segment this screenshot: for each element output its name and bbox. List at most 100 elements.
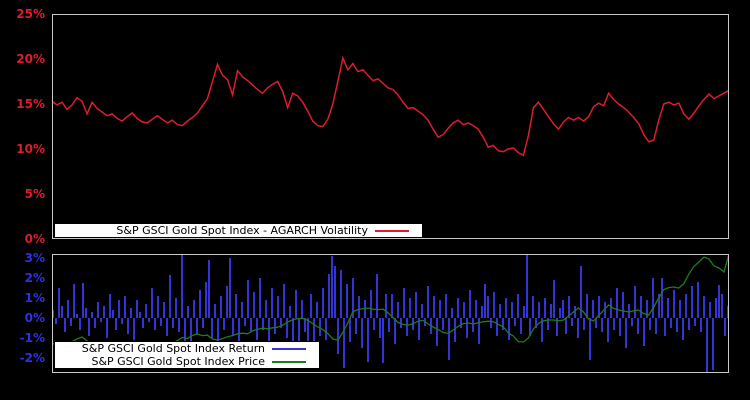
y-tick-label: 0% bbox=[24, 311, 45, 325]
return-bar bbox=[67, 300, 69, 318]
return-bar bbox=[316, 302, 318, 318]
return-bar bbox=[376, 274, 378, 318]
return-bar bbox=[409, 298, 411, 318]
return-bar bbox=[436, 318, 438, 346]
return-bar bbox=[142, 318, 144, 328]
return-bar bbox=[190, 318, 192, 350]
return-bar bbox=[181, 255, 183, 318]
return-bar bbox=[631, 318, 633, 326]
volatility-legend-label: S&P GSCI Gold Spot Index - AGARCH Volati… bbox=[116, 224, 368, 237]
return-bar bbox=[652, 278, 654, 318]
return-bar bbox=[598, 296, 600, 318]
return-bar bbox=[397, 302, 399, 318]
return-bar bbox=[604, 302, 606, 318]
volatility-plot bbox=[53, 55, 728, 157]
return-bar bbox=[712, 318, 714, 370]
return-bar bbox=[262, 318, 264, 330]
return-bar bbox=[76, 314, 78, 318]
return-bar bbox=[406, 318, 408, 336]
return-bar bbox=[439, 300, 441, 318]
return-bar bbox=[253, 292, 255, 318]
return-bar bbox=[325, 318, 327, 340]
return-bar bbox=[127, 318, 129, 334]
return-bar bbox=[493, 292, 495, 318]
return-bar bbox=[661, 278, 663, 318]
return-bar bbox=[703, 296, 705, 318]
return-bar bbox=[136, 300, 138, 318]
volatility-panel: S&P GSCI Gold Spot Index - AGARCH Volati… bbox=[52, 14, 729, 239]
return-bar bbox=[373, 318, 375, 330]
return-bar bbox=[472, 318, 474, 332]
return-bar bbox=[82, 283, 84, 318]
return-bar bbox=[259, 278, 261, 318]
return-bar bbox=[367, 318, 369, 362]
return-bar bbox=[469, 290, 471, 318]
return-bar bbox=[58, 288, 60, 318]
return-bar bbox=[178, 318, 180, 332]
y-tick-label: 1% bbox=[24, 291, 45, 305]
volatility-line bbox=[53, 55, 728, 157]
return-bar bbox=[211, 318, 213, 338]
y-tick-label: 20% bbox=[16, 52, 45, 66]
return-bar bbox=[370, 290, 372, 318]
return-bar bbox=[337, 318, 339, 354]
return-bar bbox=[460, 318, 462, 328]
return-bar bbox=[53, 310, 54, 318]
return-bar bbox=[556, 318, 558, 336]
return-bar bbox=[214, 304, 216, 318]
return-bar bbox=[340, 270, 342, 318]
return-bar bbox=[331, 256, 333, 318]
return-bar bbox=[346, 284, 348, 318]
return-bar bbox=[244, 318, 246, 326]
y-tick-label: 2% bbox=[24, 271, 45, 285]
return-bar bbox=[148, 318, 150, 322]
return-bar bbox=[679, 300, 681, 318]
return-bar bbox=[481, 306, 483, 318]
return-bar bbox=[649, 318, 651, 330]
return-bar bbox=[610, 298, 612, 318]
return-bar bbox=[169, 275, 171, 318]
return-bar bbox=[361, 318, 363, 348]
legend-entry: S&P GSCI Gold Spot Index - AGARCH Volati… bbox=[55, 224, 422, 237]
return-bar bbox=[508, 318, 510, 340]
return-bar bbox=[484, 284, 486, 318]
y-tick-label: 15% bbox=[16, 97, 45, 111]
return-bar bbox=[241, 302, 243, 318]
return-bar bbox=[625, 318, 627, 348]
y-tick-label: -1% bbox=[19, 331, 45, 345]
return-bar bbox=[487, 296, 489, 318]
return-bar bbox=[85, 308, 87, 318]
return-bar bbox=[523, 306, 525, 318]
return-bar bbox=[103, 306, 105, 318]
return-bar bbox=[511, 302, 513, 318]
return-bar bbox=[658, 294, 660, 318]
return-bar bbox=[589, 318, 591, 360]
return-bar bbox=[502, 318, 504, 330]
return-bar bbox=[394, 318, 396, 344]
return-bar bbox=[553, 280, 555, 318]
return-bar bbox=[94, 318, 96, 328]
y-tick-label: 5% bbox=[24, 187, 45, 201]
return-bar bbox=[121, 318, 123, 324]
return-bar bbox=[88, 318, 90, 336]
return-bar bbox=[457, 298, 459, 318]
return-bar bbox=[697, 282, 699, 318]
return-bar bbox=[727, 306, 728, 318]
return-bar bbox=[676, 318, 678, 332]
return-bar bbox=[235, 294, 237, 318]
return-bar bbox=[709, 302, 711, 318]
return-bar bbox=[193, 300, 195, 318]
return-bar bbox=[208, 260, 210, 318]
return-bar bbox=[526, 255, 528, 318]
return-bar bbox=[106, 318, 108, 338]
return-bar bbox=[289, 306, 291, 318]
return-bar bbox=[613, 318, 615, 330]
return-bar bbox=[550, 304, 552, 318]
return-bar bbox=[358, 296, 360, 318]
return-bar bbox=[643, 318, 645, 346]
return-bar bbox=[100, 318, 102, 322]
y-tick-label: 0% bbox=[24, 232, 45, 246]
y-tick-label: 10% bbox=[16, 142, 45, 156]
return-legend-label: S&P GSCI Gold Spot Index Return bbox=[81, 342, 265, 355]
return-bar bbox=[538, 302, 540, 318]
